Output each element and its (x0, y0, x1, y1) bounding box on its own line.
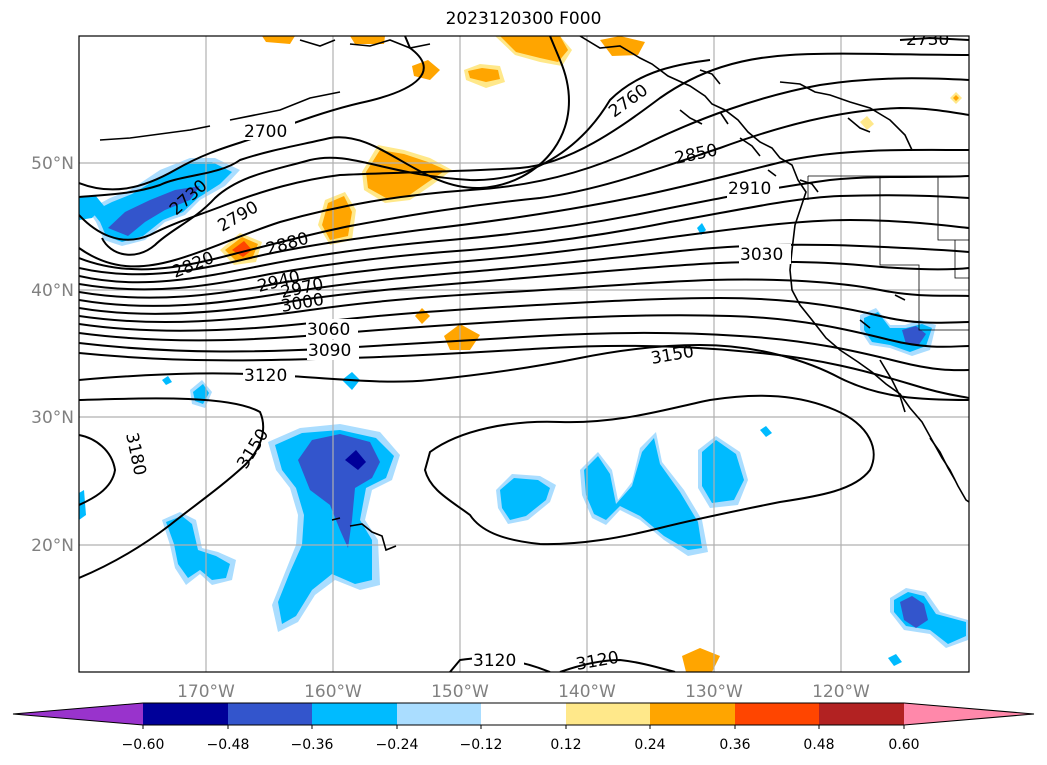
colorbar-tick-label: −0.36 (291, 737, 334, 753)
coastlines (99, 36, 969, 552)
contour-label: 3030 (740, 245, 783, 265)
colorbar-tick-label: −0.24 (376, 737, 419, 753)
colorbar-tick-label: 0.36 (719, 737, 750, 753)
contour-label: 2700 (244, 122, 287, 142)
colorbar-segment (735, 703, 819, 725)
colorbar-min-extension (13, 703, 143, 725)
colorbar-segment (228, 703, 312, 725)
contour-label: 2910 (728, 179, 771, 199)
colorbar-segment (312, 703, 397, 725)
contour-label: 2760 (605, 80, 652, 122)
contour-label: 2880 (264, 229, 311, 260)
colorbar-segment (566, 703, 650, 725)
negative-anomaly-areas (79, 158, 968, 666)
lon-label: 170°W (177, 682, 235, 702)
colorbar-tick-label: 0.60 (888, 737, 919, 753)
colorbar-segment (481, 703, 566, 725)
colorbar-tick-label: 0.48 (803, 737, 834, 753)
lat-label: 50°N (31, 154, 74, 174)
longitude-labels: 170°W 160°W 150°W 140°W 130°W 120°W (177, 682, 870, 702)
colorbar-tick-label: −0.48 (207, 737, 250, 753)
contour-label: 2850 (673, 140, 719, 169)
map-frame (78, 35, 970, 673)
latitude-labels: 50°N 40°N 30°N 20°N (31, 154, 74, 556)
lat-label: 20°N (31, 536, 74, 556)
contour-label: 3060 (307, 320, 350, 340)
lon-label: 160°W (304, 682, 362, 702)
contour-label: 3150 (233, 425, 273, 472)
contour-label: 3090 (308, 341, 351, 361)
colorbar-max-extension (904, 703, 1034, 725)
colorbar-segment (143, 703, 228, 725)
colorbar: −0.60 −0.48 −0.36 −0.24 −0.12 0.12 0.24 … (12, 702, 1035, 753)
contour-labels: 2700 2730 2790 2820 2880 2760 2850 2910 … (121, 30, 949, 675)
contour-label: 3180 (121, 431, 150, 477)
lat-label: 30°N (31, 408, 74, 428)
contour-label: 3120 (574, 648, 620, 675)
colorbar-segment (819, 703, 904, 725)
map-panel: 2700 2730 2790 2820 2880 2760 2850 2910 … (79, 30, 969, 675)
colorbar-segment (397, 703, 481, 725)
colorbar-tick-label: 0.24 (634, 737, 665, 753)
colorbar-segment (650, 703, 735, 725)
colorbar-tick-label: −0.12 (460, 737, 503, 753)
lon-label: 130°W (685, 682, 743, 702)
lon-label: 150°W (431, 682, 489, 702)
contour-label: 2730 (906, 30, 949, 50)
lat-label: 40°N (31, 281, 74, 301)
lon-label: 120°W (812, 682, 870, 702)
lon-label: 140°W (558, 682, 616, 702)
colorbar-tick-label: −0.60 (122, 737, 165, 753)
colorbar-tick-label: 0.12 (550, 737, 581, 753)
contour-label: 3120 (244, 366, 287, 386)
contour-label: 3120 (473, 651, 516, 671)
map-title: 2023120300 F000 (445, 9, 602, 29)
